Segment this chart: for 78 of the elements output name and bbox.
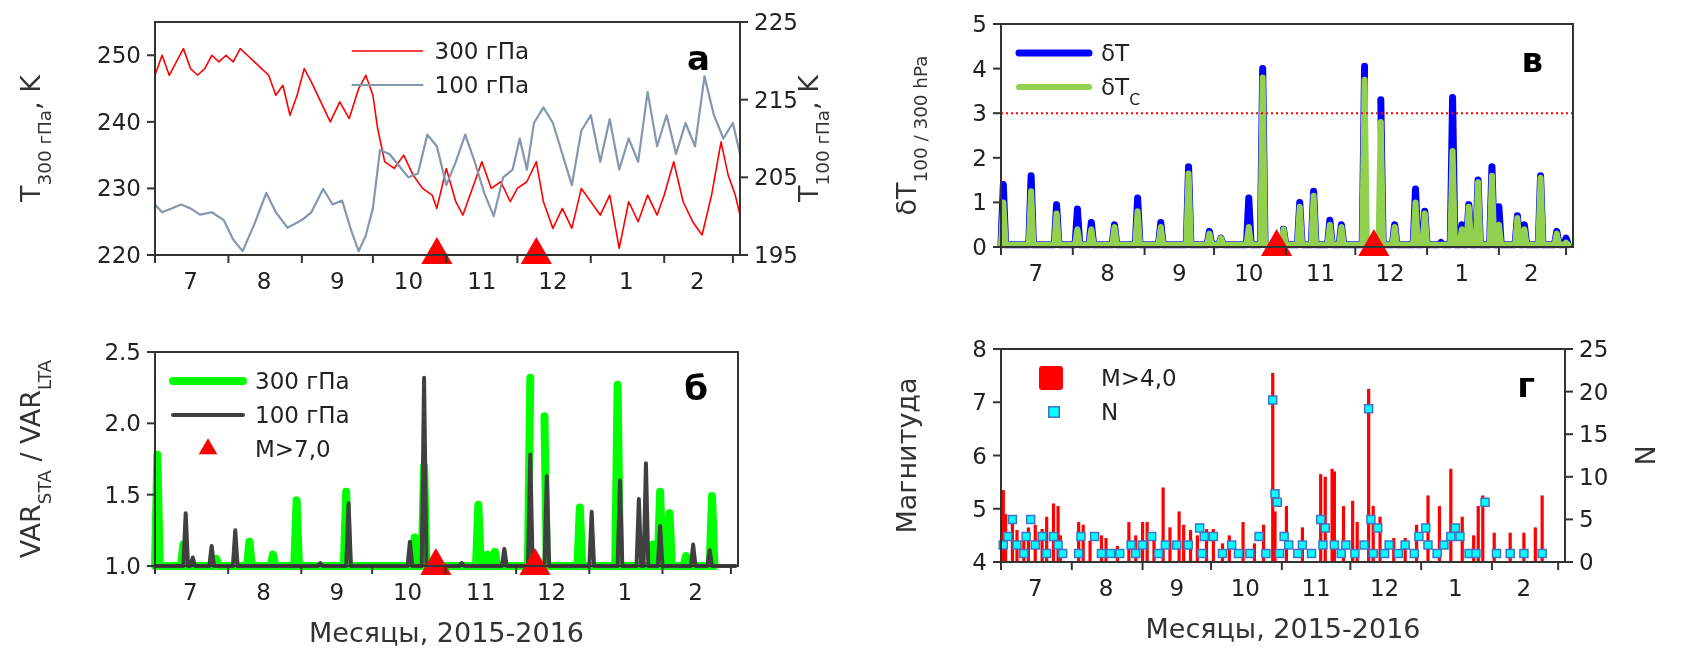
y-tick-label: 1.5 <box>104 481 141 508</box>
y2-tick-label: 0 <box>1579 549 1594 575</box>
y2-tick-label: 20 <box>1579 378 1609 405</box>
x-tick-label: 7 <box>1027 575 1043 601</box>
y2-tick-label: 10 <box>1579 463 1609 490</box>
x-tick-label: 10 <box>1230 575 1260 601</box>
x-tick-label: 1 <box>1454 260 1470 286</box>
x-tick-label: 9 <box>329 579 345 605</box>
y-tick-label: 2 <box>972 144 987 171</box>
y-tick-label: 1.0 <box>104 553 141 579</box>
y-tick-label: 8 <box>972 336 987 362</box>
y-tick-label: 0 <box>972 234 987 260</box>
x-tick-label: 7 <box>183 579 198 605</box>
x-tick-label: 2 <box>1524 260 1539 286</box>
annotation: а <box>687 38 710 78</box>
legend-label: 100 гПа <box>255 402 350 428</box>
y2-tick-label: 25 <box>1579 336 1609 362</box>
x-tick-label: 11 <box>466 579 496 605</box>
x-tick-label: 12 <box>1369 575 1400 601</box>
x-tick-label: 8 <box>256 579 271 605</box>
legend-label: δT$_{C}$ <box>1101 74 1141 109</box>
x-tick-label: 2 <box>688 579 703 605</box>
x-axis-title: Месяцы, 2015-2016 <box>1145 613 1421 644</box>
x-tick-label: 1 <box>1448 575 1463 601</box>
legend-label: N <box>1101 399 1119 425</box>
y-tick-label: 2.5 <box>104 339 141 365</box>
y2-tick-label: 5 <box>1579 506 1594 533</box>
x-tick-label: 12 <box>536 579 567 605</box>
y-tick-label: 4 <box>972 55 987 82</box>
legend-label: M>7,0 <box>255 436 331 462</box>
legend-label: 300 гПа <box>255 368 350 394</box>
x-tick-label: 10 <box>392 579 423 605</box>
x-tick-label: 8 <box>1098 575 1114 601</box>
x-tick-label: 10 <box>1234 260 1264 286</box>
y-tick-label: 230 <box>97 175 141 202</box>
x-tick-label: 11 <box>1301 575 1331 601</box>
x-axis-title: Месяцы, 2015-2016 <box>308 617 585 648</box>
annotation: г <box>1517 365 1535 405</box>
legend-label: 100 гПа <box>434 72 530 98</box>
x-tick-label: 2 <box>690 268 705 294</box>
y2-tick-label: 195 <box>754 242 798 268</box>
legend-label: M>4,0 <box>1101 365 1177 391</box>
y-tick-label: 3 <box>972 100 987 127</box>
x-tick-label: 1 <box>619 268 634 294</box>
y2-tick-label: 15 <box>1579 421 1609 448</box>
line-series <box>153 75 742 253</box>
x-tick-label: 9 <box>1169 575 1185 601</box>
x-tick-label: 1 <box>617 579 633 605</box>
y-axis-title: Магнитуда <box>891 377 922 534</box>
y-tick-label: 1 <box>972 189 987 216</box>
x-tick-label: 8 <box>256 268 272 294</box>
annotation: в <box>1521 40 1543 80</box>
y2-tick-label: 215 <box>754 86 798 113</box>
x-tick-label: 9 <box>330 268 345 294</box>
x-tick-label: 8 <box>1100 260 1115 286</box>
y-tick-label: 5 <box>972 495 987 522</box>
x-tick-label: 12 <box>1375 260 1405 286</box>
y-tick-label: 220 <box>97 242 141 268</box>
x-tick-label: 11 <box>1305 260 1336 286</box>
y2-tick-label: 225 <box>754 9 798 35</box>
x-tick-label: 7 <box>183 268 198 294</box>
x-tick-label: 2 <box>1516 575 1532 601</box>
y-tick-label: 7 <box>972 389 987 416</box>
x-tick-label: 12 <box>538 268 568 294</box>
y2-axis-title: N <box>1630 445 1661 466</box>
y-tick-label: 250 <box>97 42 141 69</box>
legend-label: 300 гПа <box>434 38 530 64</box>
x-tick-label: 11 <box>467 268 497 294</box>
annotation: б <box>684 368 708 408</box>
x-tick-label: 7 <box>1028 260 1044 286</box>
y-tick-label: 240 <box>97 108 141 135</box>
x-tick-label: 10 <box>393 268 424 294</box>
y-tick-label: 2.0 <box>104 410 141 437</box>
y-tick-label: 5 <box>972 11 987 37</box>
y-tick-label: 6 <box>972 442 987 469</box>
x-tick-label: 9 <box>1172 260 1187 286</box>
legend-label: δT <box>1101 40 1131 66</box>
y-tick-label: 4 <box>972 549 987 575</box>
